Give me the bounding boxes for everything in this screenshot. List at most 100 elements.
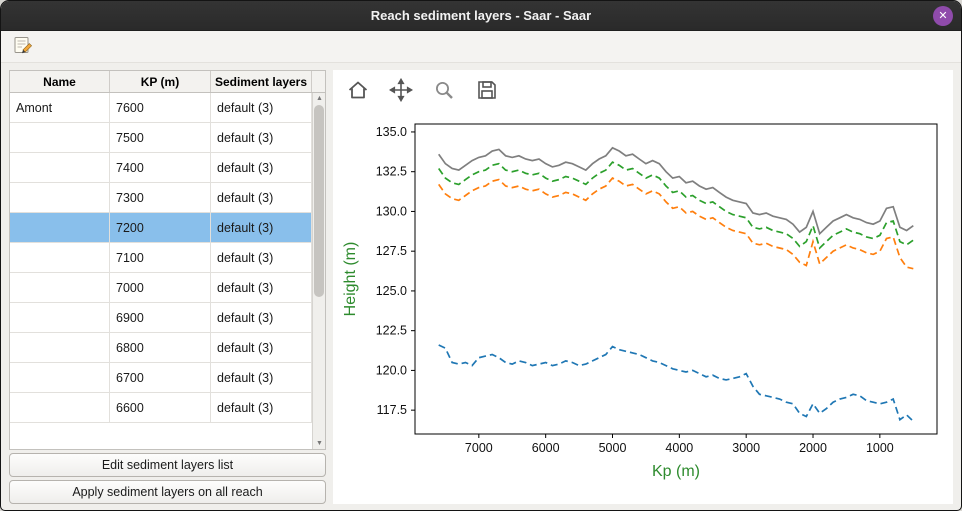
sediment-layers-table: Name KP (m) Sediment layers Amont 7600 def… — [9, 70, 326, 450]
y-tick-label: 125.0 — [376, 284, 407, 298]
cell-kp[interactable]: 6800 — [110, 333, 211, 362]
edit-sediment-layers-list-button[interactable]: Edit sediment layers list — [9, 453, 326, 477]
close-button[interactable]: ✕ — [933, 6, 953, 26]
series-top-surface — [438, 146, 914, 236]
cell-layers[interactable]: default (3) — [211, 333, 312, 362]
table-row[interactable]: 6900 default (3) — [10, 303, 312, 333]
plot-canvas[interactable]: 7000 6000 5000 4000 3000 2000 1000 117.5 120.0 12… — [335, 112, 951, 488]
cell-kp[interactable]: 7200 — [110, 213, 211, 242]
plot-toolbar — [333, 70, 953, 106]
cell-name[interactable] — [10, 243, 110, 272]
x-tick-label: 2000 — [799, 441, 827, 455]
cell-kp[interactable]: 7100 — [110, 243, 211, 272]
x-tick-label: 1000 — [866, 441, 894, 455]
top-toolbar — [1, 31, 961, 63]
cell-kp[interactable]: 6700 — [110, 363, 211, 392]
cell-layers[interactable]: default (3) — [211, 153, 312, 182]
table-scrollbar[interactable]: ▲ ▼ — [312, 93, 325, 449]
main-content: Name KP (m) Sediment layers Amont 7600 def… — [1, 63, 961, 510]
table-row[interactable]: 6600 default (3) — [10, 393, 312, 423]
apply-sediment-layers-button[interactable]: Apply sediment layers on all reach — [9, 480, 326, 504]
cell-layers[interactable]: default (3) — [211, 243, 312, 272]
y-tick-label: 130.0 — [376, 204, 407, 218]
y-tick-label: 122.5 — [376, 324, 407, 338]
series-sediment-layer-1 — [438, 177, 914, 270]
table-header-row: Name KP (m) Sediment layers — [10, 71, 325, 93]
pan-move-icon — [388, 77, 414, 105]
cell-name[interactable] — [10, 303, 110, 332]
y-tick-label: 120.0 — [376, 363, 407, 377]
plot-panel: 7000 6000 5000 4000 3000 2000 1000 117.5 120.0 12… — [333, 70, 953, 504]
table-row[interactable]: 7300 default (3) — [10, 183, 312, 213]
cell-name[interactable] — [10, 153, 110, 182]
x-tick-label: 6000 — [532, 441, 560, 455]
column-header-name[interactable]: Name — [10, 71, 110, 92]
cell-layers[interactable]: default (3) — [211, 93, 312, 122]
cell-name[interactable] — [10, 393, 110, 422]
header-scroll-spacer — [312, 71, 325, 92]
edit-note-icon — [12, 34, 34, 59]
cell-kp[interactable]: 7400 — [110, 153, 211, 182]
edit-note-icon-button[interactable] — [10, 32, 36, 61]
x-tick-label: 3000 — [732, 441, 760, 455]
save-floppy-icon — [475, 78, 499, 105]
table-row[interactable]: 6800 default (3) — [10, 333, 312, 363]
y-axis-label: Height (m) — [342, 242, 359, 317]
pan-button[interactable] — [386, 77, 416, 105]
cell-layers[interactable]: default (3) — [211, 183, 312, 212]
cell-kp[interactable]: 7600 — [110, 93, 211, 122]
cell-kp[interactable]: 7500 — [110, 123, 211, 152]
cell-name[interactable] — [10, 273, 110, 302]
y-tick-label: 117.5 — [377, 403, 407, 417]
cell-kp[interactable]: 6900 — [110, 303, 211, 332]
scrollbar-thumb[interactable] — [314, 105, 324, 298]
table-row[interactable]: 7200 default (3) — [10, 213, 312, 243]
x-axis-label: Kp (m) — [652, 463, 700, 480]
cell-name[interactable] — [10, 363, 110, 392]
table-row[interactable]: 7000 default (3) — [10, 273, 312, 303]
cell-kp[interactable]: 7000 — [110, 273, 211, 302]
cell-layers[interactable]: default (3) — [211, 213, 312, 242]
cell-kp[interactable]: 7300 — [110, 183, 211, 212]
series-river-bottom — [438, 344, 914, 422]
cell-layers[interactable]: default (3) — [211, 393, 312, 422]
cell-kp[interactable]: 6600 — [110, 393, 211, 422]
scroll-up-arrow-icon[interactable]: ▲ — [316, 95, 323, 102]
zoom-magnifier-icon — [432, 78, 456, 105]
y-tick-label: 132.5 — [376, 165, 407, 179]
cross-sections-panel: Name KP (m) Sediment layers Amont 7600 def… — [9, 70, 326, 504]
home-icon — [346, 78, 370, 105]
cell-layers[interactable]: default (3) — [211, 123, 312, 152]
window-title: Reach sediment layers - Saar - Saar — [370, 8, 592, 23]
table-row[interactable]: 7100 default (3) — [10, 243, 312, 273]
column-header-sediment-layers[interactable]: Sediment layers — [211, 71, 312, 92]
table-body: Amont 7600 default (3) 7500 default (3) 7400 d… — [10, 93, 325, 449]
x-tick-label: 4000 — [665, 441, 693, 455]
cell-layers[interactable]: default (3) — [211, 273, 312, 302]
cell-name[interactable] — [10, 183, 110, 212]
cell-layers[interactable]: default (3) — [211, 363, 312, 392]
cell-name[interactable] — [10, 333, 110, 362]
x-tick-label: 7000 — [465, 441, 493, 455]
y-tick-label: 127.5 — [376, 244, 407, 258]
table-row[interactable]: Amont 7600 default (3) — [10, 93, 312, 123]
save-figure-button[interactable] — [472, 77, 502, 105]
home-reset-view-button[interactable] — [343, 77, 373, 105]
table-row[interactable]: 6700 default (3) — [10, 363, 312, 393]
cell-layers[interactable]: default (3) — [211, 303, 312, 332]
scroll-down-arrow-icon[interactable]: ▼ — [316, 440, 323, 447]
table-row[interactable]: 7500 default (3) — [10, 123, 312, 153]
zoom-button[interactable] — [429, 77, 459, 105]
plot-background — [415, 124, 937, 434]
cell-name[interactable] — [10, 213, 110, 242]
plot-frame — [414, 123, 938, 435]
cell-name[interactable] — [10, 123, 110, 152]
titlebar[interactable]: Reach sediment layers - Saar - Saar ✕ — [1, 1, 961, 31]
series-sediment-layer-2 — [438, 161, 914, 250]
y-tick-label: 135.0 — [376, 125, 407, 139]
column-header-kp[interactable]: KP (m) — [110, 71, 211, 92]
table-row[interactable]: 7400 default (3) — [10, 153, 312, 183]
x-tick-label: 5000 — [599, 441, 627, 455]
cell-name[interactable]: Amont — [10, 93, 110, 122]
